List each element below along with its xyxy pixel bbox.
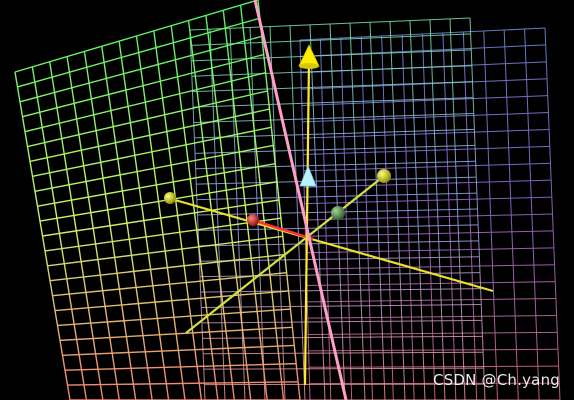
cone-yellow-top-base	[299, 63, 319, 69]
grid-line-horizontal	[192, 81, 473, 93]
grid-line-horizontal	[22, 53, 264, 118]
grid-line-horizontal	[308, 348, 558, 352]
grid-plane-back-right	[299, 27, 561, 400]
grid-line-horizontal	[193, 97, 474, 108]
grid-line-horizontal	[201, 319, 482, 324]
grid-line-horizontal	[37, 162, 276, 207]
grid-line-horizontal	[57, 308, 291, 327]
sphere-yellow-left[interactable]	[164, 192, 176, 204]
grid-line-horizontal	[24, 72, 266, 133]
grid-line-horizontal	[52, 272, 287, 297]
grid-line-horizontal	[299, 27, 546, 41]
grid-line-horizontal	[303, 145, 550, 156]
axis-red	[251, 218, 314, 241]
grid-line-horizontal	[67, 381, 299, 386]
grid-line-horizontal	[62, 344, 295, 356]
grid-line-horizontal	[306, 281, 556, 286]
watermark: CSDN @Ch.yang	[433, 371, 560, 389]
grid-line-horizontal	[204, 383, 485, 386]
grid-plane-middle	[189, 17, 486, 400]
grid-line-horizontal	[189, 17, 471, 31]
grid-line-horizontal	[309, 382, 560, 385]
grid-line-horizontal	[200, 288, 481, 293]
grid-line-horizontal	[203, 351, 484, 355]
grid-line-horizontal	[202, 335, 483, 339]
grid-line-horizontal	[304, 196, 552, 205]
grid-line-horizontal	[305, 247, 554, 254]
grid-line-horizontal	[201, 304, 482, 308]
grid-line-horizontal	[304, 213, 553, 221]
grid-line-horizontal	[304, 179, 552, 188]
grid-line-horizontal	[193, 113, 474, 123]
grid-line-horizontal	[303, 162, 551, 172]
grid-line-horizontal	[14, 0, 259, 73]
grid-line-horizontal	[199, 256, 480, 262]
grid-line-horizontal	[39, 181, 278, 222]
grid-line-horizontal	[27, 90, 268, 148]
grid-line-horizontal	[309, 365, 559, 368]
grid-line-horizontal	[42, 199, 280, 237]
grid-line-horizontal	[44, 217, 282, 252]
grid-line-horizontal	[49, 253, 285, 282]
grid-line-horizontal	[302, 128, 550, 139]
grid-line-horizontal	[305, 230, 554, 237]
grid-line-horizontal	[198, 240, 479, 247]
cone-cyan-center[interactable]	[299, 164, 317, 187]
grid-line-horizontal	[301, 78, 548, 90]
grid-line-horizontal	[306, 264, 555, 270]
grid-line-horizontal	[191, 49, 472, 62]
grid-line-horizontal	[59, 326, 293, 342]
grid-line-horizontal	[47, 235, 283, 267]
grid-line-horizontal	[29, 108, 270, 163]
grid-line-horizontal	[307, 314, 557, 319]
axis-yellow-diagonal	[185, 175, 385, 334]
sphere-red[interactable]	[247, 214, 259, 226]
sphere-green-center[interactable]	[331, 206, 345, 220]
grid-line-horizontal	[64, 362, 297, 371]
grid-line-horizontal	[301, 95, 548, 106]
grid-line-horizontal	[198, 224, 479, 231]
grid-line-horizontal	[196, 192, 477, 201]
grid-line-horizontal	[191, 65, 472, 77]
grid-line-horizontal	[307, 298, 556, 303]
axis-pink	[253, 0, 348, 400]
grid-line-horizontal	[54, 290, 289, 312]
grid-line-horizontal	[34, 144, 274, 192]
grid-line-horizontal	[302, 112, 549, 123]
grid-line-horizontal	[17, 17, 261, 88]
grid-line-horizontal	[194, 128, 475, 139]
grid-line-horizontal	[19, 35, 263, 103]
grid-line-horizontal	[32, 126, 272, 178]
sphere-yellow-right[interactable]	[377, 169, 391, 183]
grid-line-horizontal	[203, 367, 484, 370]
axis-yellow-horizontal	[167, 196, 494, 293]
grid-line-horizontal	[195, 160, 476, 170]
grid-line-horizontal	[308, 331, 558, 336]
